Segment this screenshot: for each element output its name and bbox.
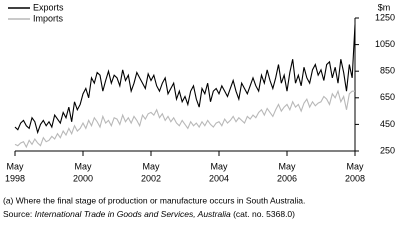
x-tick-label: May [210,161,228,171]
source-suffix: (cat. no. 5368.0) [231,209,295,219]
x-tick-label: May [346,161,364,171]
x-tick-label: 2008 [345,173,365,183]
y-axis-label: $m [378,2,391,12]
y-tick-label: 450 [380,119,395,129]
y-tick-label: 850 [380,66,395,76]
x-tick-label: 1998 [5,173,25,183]
legend-label: Imports [33,13,64,23]
x-tick-label: May [142,161,160,171]
x-tick-label: 2006 [277,173,297,183]
x-tick-label: May [278,161,296,171]
source: Source: International Trade in Goods and… [3,209,295,219]
y-tick-label: 250 [380,145,395,155]
legend-label: Exports [33,2,64,12]
x-tick-label: May [74,161,92,171]
y-tick-label: 650 [380,92,395,102]
source-title: International Trade in Goods and Service… [35,209,231,219]
x-tick-label: May [6,161,24,171]
series-line [14,89,355,149]
series-line [14,24,356,135]
footnote: (a) Where the final stage of production … [3,195,305,205]
x-tick-label: 2000 [73,173,93,183]
y-tick-label: 1250 [375,12,395,22]
y-tick-label: 1050 [375,39,395,49]
x-tick-label: 2004 [209,173,229,183]
source-prefix: Source: [3,209,35,219]
x-tick-label: 2002 [141,173,161,183]
chart: $m (a) Where the final stage of producti… [3,2,395,219]
